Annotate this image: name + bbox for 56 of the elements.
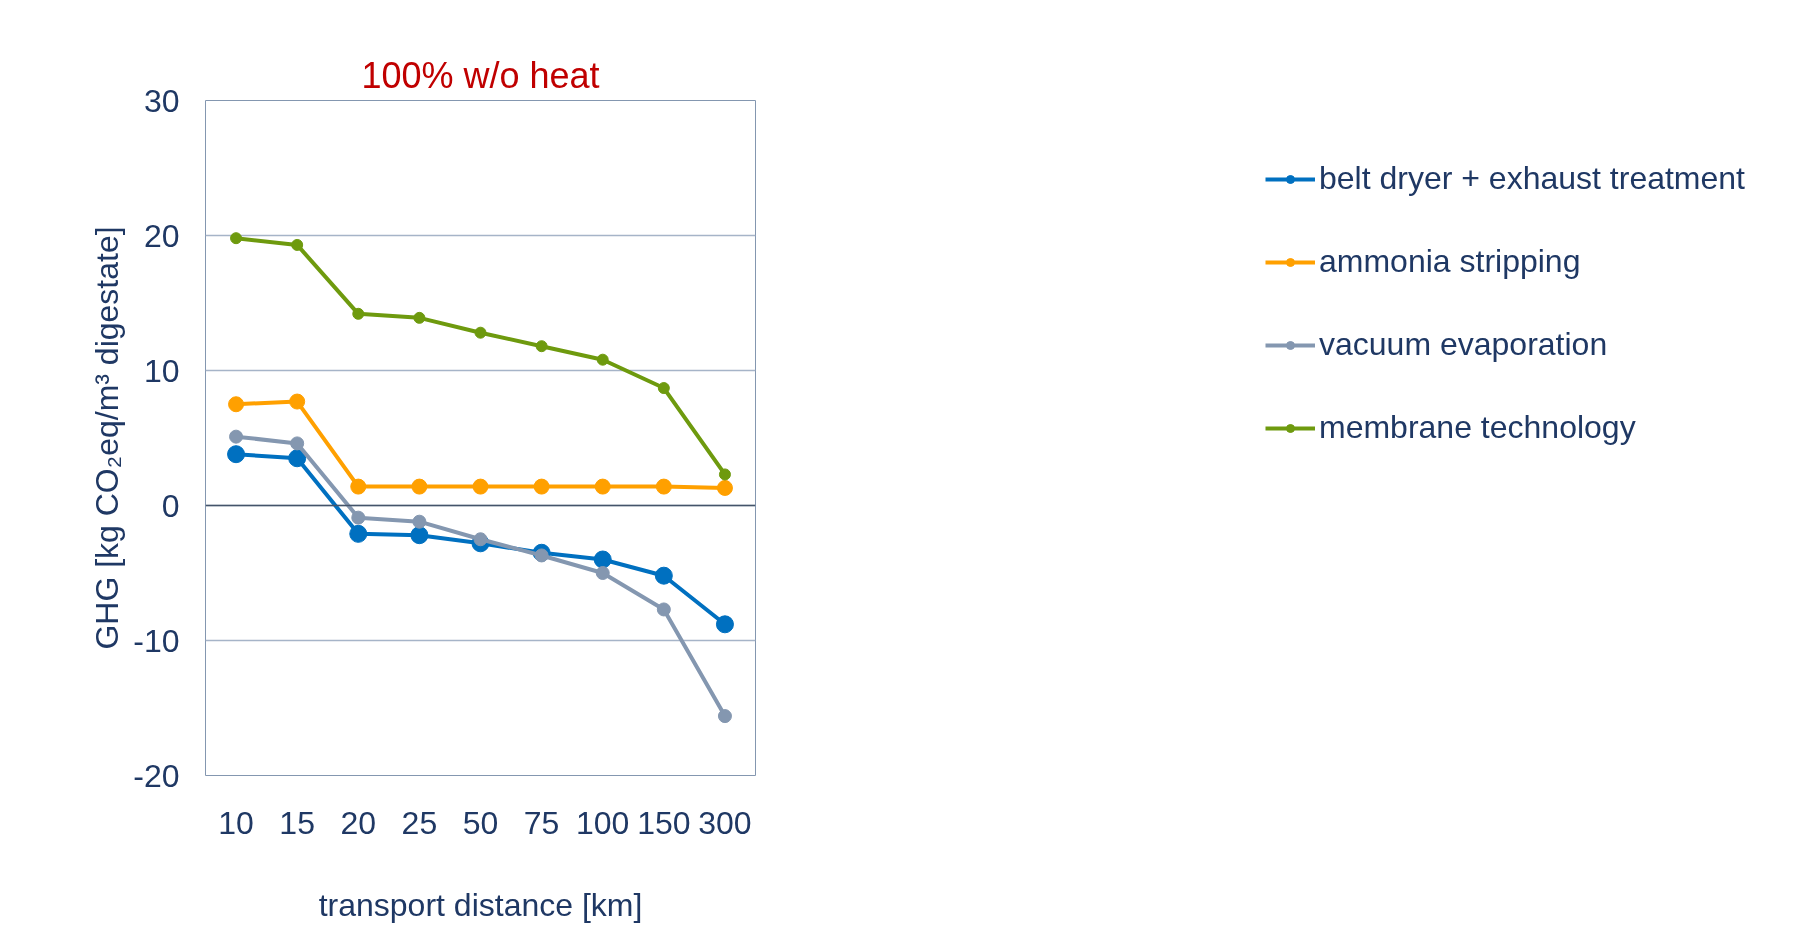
x-axis-title: transport distance [km] xyxy=(318,886,643,923)
point xyxy=(291,238,304,251)
point xyxy=(474,326,487,339)
point xyxy=(472,478,489,495)
point xyxy=(227,445,246,464)
point xyxy=(535,340,548,353)
point xyxy=(533,478,550,495)
y-axis-title: GHG [kg CO₂eq/m³ digestate] xyxy=(89,226,126,650)
chart-title: 100% w/o heat xyxy=(361,54,600,96)
x-tick-label: 10 xyxy=(218,804,254,841)
point xyxy=(413,311,426,324)
point xyxy=(718,468,731,481)
point xyxy=(349,524,368,543)
x-tick-label: 15 xyxy=(279,804,315,841)
point xyxy=(594,478,611,495)
legend-label: membrane technology xyxy=(1319,409,1636,446)
point xyxy=(717,709,732,724)
y-tick-label: -10 xyxy=(133,622,180,659)
point xyxy=(593,550,612,569)
point xyxy=(595,566,610,580)
point xyxy=(656,602,671,617)
point xyxy=(288,449,307,468)
point xyxy=(352,307,365,320)
point xyxy=(473,532,488,547)
point xyxy=(715,615,734,634)
point xyxy=(290,436,305,451)
point xyxy=(596,353,609,366)
y-tick-label: 30 xyxy=(143,82,180,119)
legend-label: vacuum evaporation xyxy=(1319,326,1608,363)
point xyxy=(289,393,306,410)
x-tick-label: 50 xyxy=(462,804,499,841)
point xyxy=(228,396,245,413)
x-tick-label: 100 xyxy=(576,804,630,841)
y-tick-label: -20 xyxy=(133,757,180,794)
x-tick-label: 75 xyxy=(523,804,560,841)
point xyxy=(350,478,367,495)
point xyxy=(534,548,549,563)
point xyxy=(654,566,673,585)
y-tick-label: 0 xyxy=(161,487,180,524)
x-tick-label: 150 xyxy=(637,804,691,841)
x-tick-label: 300 xyxy=(698,804,752,841)
point xyxy=(412,514,427,529)
y-tick-label: 20 xyxy=(143,217,180,254)
y-tick-label: 10 xyxy=(143,352,180,389)
point xyxy=(229,429,244,444)
point xyxy=(230,232,243,245)
point xyxy=(411,478,428,495)
point xyxy=(351,510,366,525)
point xyxy=(655,478,672,495)
x-tick-label: 20 xyxy=(340,804,377,841)
point xyxy=(657,382,670,395)
legend-label: belt dryer + exhaust treatment xyxy=(1319,160,1745,197)
legend-label: ammonia stripping xyxy=(1319,243,1581,280)
point xyxy=(410,526,429,545)
x-tick-label: 25 xyxy=(401,804,438,841)
point xyxy=(716,479,733,496)
